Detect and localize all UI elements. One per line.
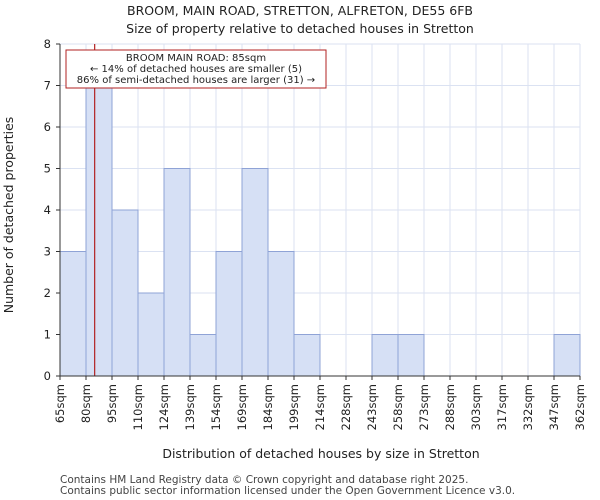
x-tick-label: 228sqm	[339, 384, 353, 430]
bar-169sqm	[241, 168, 269, 377]
footer-line-2: Contains public sector information licen…	[60, 485, 515, 497]
chart-subtitle: Size of property relative to detached ho…	[126, 21, 474, 36]
annotation-line-3: 86% of semi-detached houses are larger (…	[77, 75, 315, 86]
x-tick-label: 332sqm	[521, 384, 535, 430]
x-tick-label: 317sqm	[495, 384, 509, 430]
x-tick-label: 347sqm	[547, 384, 561, 430]
bar-124sqm	[163, 168, 191, 377]
annotation-box	[65, 49, 327, 89]
chart-title: BROOM, MAIN ROAD, STRETTON, ALFRETON, DE…	[127, 3, 473, 18]
y-tick-label: 8	[44, 37, 51, 51]
x-tick-label: 139sqm	[183, 384, 197, 430]
x-tick-label: 80sqm	[79, 384, 93, 423]
x-tick-label: 199sqm	[287, 384, 301, 430]
bar-243sqm	[371, 334, 399, 377]
bar-199sqm	[293, 334, 321, 377]
bar-258sqm	[397, 334, 425, 377]
x-tick-label: 124sqm	[157, 384, 171, 430]
y-axis-label: Number of detached properties	[1, 117, 16, 314]
annotation-line-1: BROOM MAIN ROAD: 85sqm	[126, 53, 266, 64]
bar-139sqm	[189, 334, 217, 377]
axes: 0 1 2 3 4 5 6 7 8 65sqm 80sqm 95sqm 110sqm 124sqm 139s…	[44, 37, 587, 430]
bar-347sqm	[553, 334, 581, 377]
y-tick-label: 1	[44, 328, 51, 342]
x-tick-label: 95sqm	[105, 384, 119, 423]
x-tick-label: 273sqm	[417, 384, 431, 430]
x-tick-label: 288sqm	[443, 384, 457, 430]
annotation-line-2: ← 14% of detached houses are smaller (5)	[90, 64, 302, 75]
x-tick-label: 154sqm	[209, 384, 223, 430]
y-tick-label: 3	[44, 245, 51, 259]
y-tick-label: 6	[44, 120, 51, 134]
x-axis-label: Distribution of detached houses by size …	[162, 446, 479, 461]
y-tick-label: 2	[44, 286, 51, 300]
y-tick-label: 5	[44, 162, 51, 176]
bar-184sqm	[267, 251, 295, 377]
x-tick-label: 184sqm	[261, 384, 275, 430]
y-tick-label: 0	[44, 369, 51, 383]
bar-80sqm	[85, 85, 113, 377]
marker: BROOM MAIN ROAD: 85sqm← 14% of detached …	[65, 44, 327, 376]
x-tick-label: 243sqm	[365, 384, 379, 430]
x-tick-label: 362sqm	[573, 384, 587, 430]
footer-line-1: Contains HM Land Registry data © Crown c…	[60, 474, 468, 486]
x-tick-label: 65sqm	[53, 384, 67, 423]
bar-95sqm	[111, 209, 139, 377]
bar-154sqm	[215, 251, 243, 377]
x-tick-label: 110sqm	[131, 384, 145, 430]
y-tick-label: 7	[44, 79, 51, 93]
bar-110sqm	[137, 292, 165, 377]
bar-65sqm	[59, 251, 87, 377]
x-tick-label: 214sqm	[313, 384, 327, 430]
x-tick-label: 169sqm	[235, 384, 249, 430]
y-tick-label: 4	[44, 203, 51, 217]
x-tick-label: 258sqm	[391, 384, 405, 430]
bars	[59, 85, 581, 377]
x-tick-label: 303sqm	[469, 384, 483, 430]
